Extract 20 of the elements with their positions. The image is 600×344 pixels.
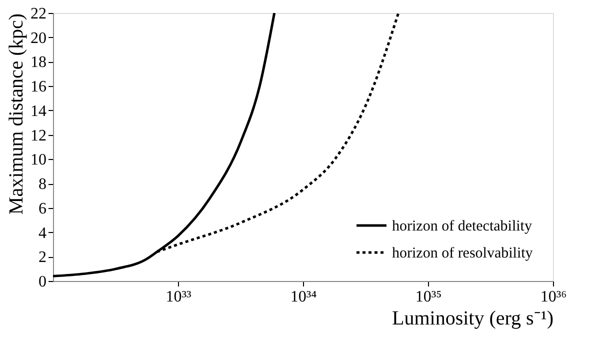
y-tick-label: 8 — [38, 176, 46, 194]
x-tick-label: 10³³ — [166, 288, 192, 306]
y-tick-label: 22 — [30, 6, 46, 22]
y-tick-label: 6 — [38, 200, 46, 218]
legend-label: horizon of detectability — [392, 218, 532, 234]
y-tick-label: 20 — [30, 30, 46, 47]
y-tick-label: 12 — [30, 127, 46, 144]
y-tick-label: 2 — [38, 249, 46, 266]
x-tick-label: 10³⁴ — [290, 288, 318, 306]
y-tick-label: 10 — [30, 152, 46, 169]
y-tick-label: 18 — [30, 54, 46, 72]
y-tick-label: 4 — [38, 224, 46, 242]
y-axis-title: Maximum distance (kpc) — [6, 14, 28, 215]
legend-label: horizon of resolvability — [392, 246, 534, 262]
y-tick-label: 16 — [30, 78, 46, 96]
y-tick-label: 0 — [38, 274, 46, 290]
x-tick-label: 10³⁶ — [540, 288, 567, 306]
y-tick-label: 14 — [30, 102, 46, 120]
x-tick-label: 10³⁵ — [415, 288, 442, 306]
x-axis-title: Luminosity (erg s⁻¹) — [392, 308, 554, 330]
